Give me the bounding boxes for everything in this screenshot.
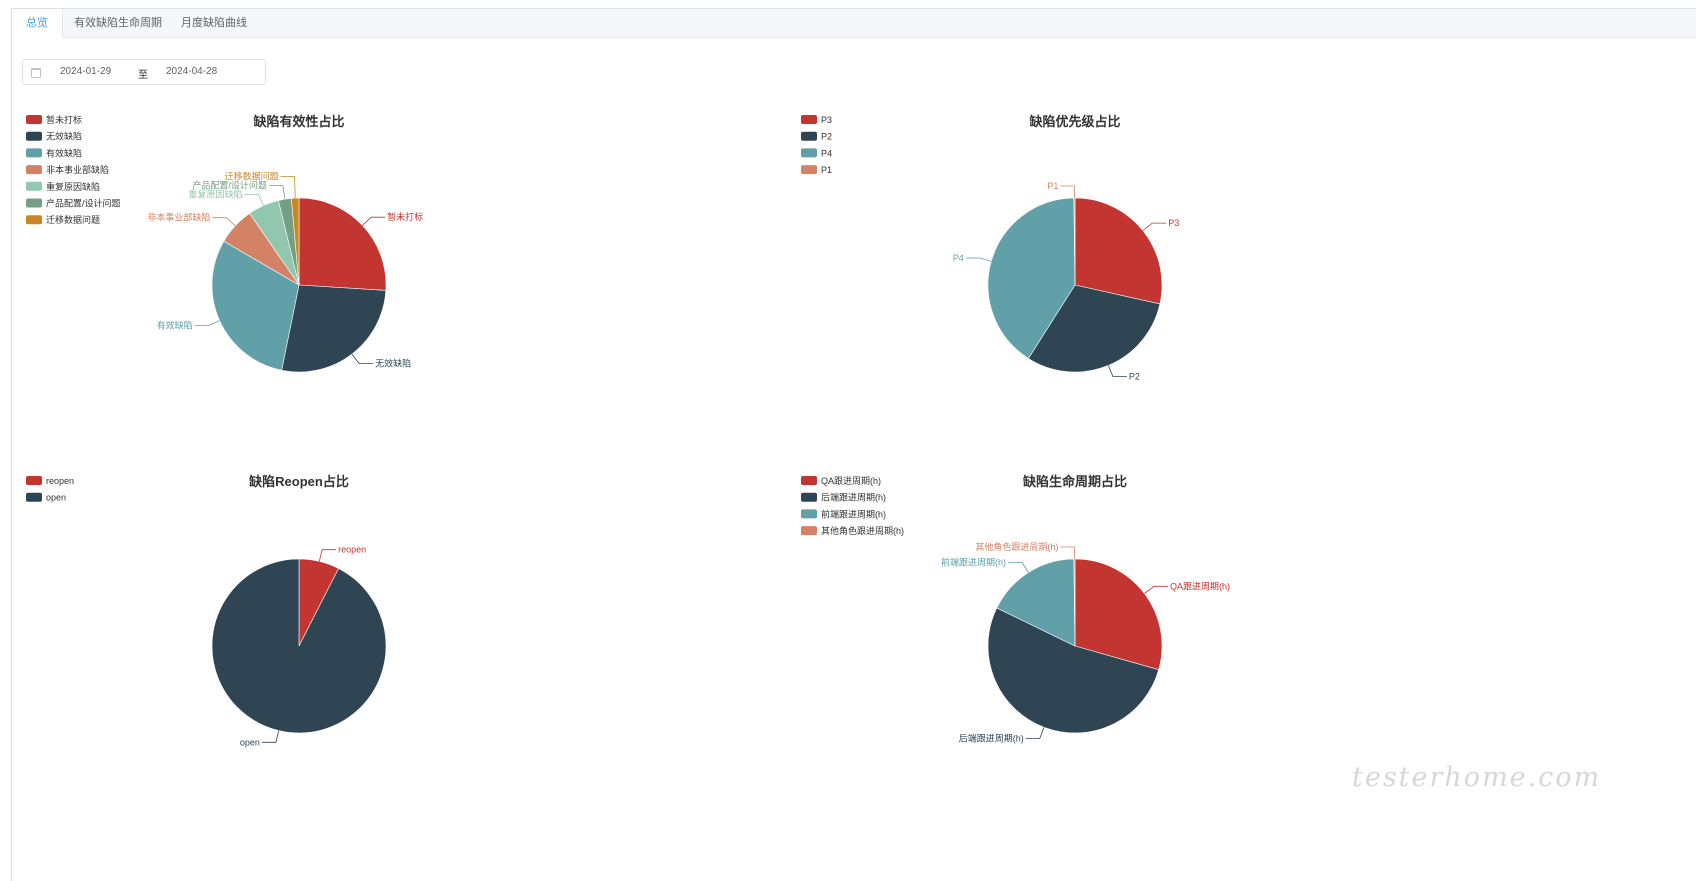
label-line (1107, 365, 1127, 377)
pie-chart-1: 缺陷优先级占比 P3 P2 P4 P1 P3 P2 P4 P1 (801, 114, 1179, 381)
date-range-picker[interactable]: 2024-01-29 至 2024-04-28 (22, 59, 266, 85)
label-line (194, 320, 220, 326)
legend-swatch[interactable] (26, 492, 42, 502)
legend-swatch[interactable] (801, 131, 817, 141)
pie-slice[interactable] (211, 240, 300, 371)
legend-swatch[interactable] (801, 476, 817, 485)
label-line (318, 549, 337, 562)
label-line (1060, 546, 1075, 560)
label-line (1008, 562, 1029, 573)
slice-label: P3 (1168, 218, 1179, 228)
slice-label: QA跟进周期(h) (1170, 581, 1230, 591)
legend-swatch[interactable] (26, 165, 42, 175)
legend-swatch[interactable] (26, 181, 42, 191)
legend-label[interactable]: 前端跟进周期(h) (821, 508, 886, 519)
pie-slice[interactable] (987, 197, 1076, 359)
pie-chart-3: 缺陷生命周期占比 QA跟进周期(h) 后端跟进周期(h) 前端跟进周期(h) 其他角色跟… (801, 474, 1230, 743)
slice-label: reopen (338, 545, 366, 555)
legend-label[interactable]: P2 (821, 132, 832, 142)
legend-label[interactable]: P3 (821, 115, 832, 125)
legend-swatch[interactable] (26, 198, 42, 208)
legend-label[interactable]: open (46, 493, 66, 503)
slice-label: 其他角色跟进周期(h) (975, 541, 1058, 552)
date-range-separator: 至 (138, 70, 148, 81)
slice-label: P1 (1047, 181, 1058, 191)
legend-label[interactable]: 产品配置/设计问题 (46, 198, 121, 209)
legend-label[interactable]: P1 (821, 165, 832, 175)
slice-label: open (240, 737, 260, 747)
end-date-input[interactable]: 2024-04-28 (166, 66, 218, 77)
chart-title: 缺陷生命周期占比 (1022, 474, 1127, 489)
slice-label: P2 (1129, 371, 1140, 381)
pie-slice[interactable] (281, 284, 387, 373)
legend-label[interactable]: 有效缺陷 (46, 147, 82, 158)
chart-title: 缺陷有效性占比 (252, 114, 344, 129)
slice-label: 无效缺陷 (375, 358, 411, 369)
legend-label[interactable]: QA跟进周期(h) (821, 476, 881, 486)
pie-slice[interactable] (1074, 558, 1163, 671)
watermark: testerhome.com (1352, 762, 1602, 793)
label-line (212, 217, 236, 227)
label-line (1025, 727, 1045, 739)
legend-label[interactable]: reopen (46, 476, 74, 486)
legend-label[interactable]: 暂未打标 (46, 114, 82, 125)
tab-overview[interactable]: 总览 (12, 9, 63, 38)
legend-label[interactable]: 迁移数据问题 (46, 214, 100, 225)
legend-label[interactable]: P4 (821, 148, 832, 158)
pie-slice[interactable] (1073, 197, 1076, 286)
pie-chart-2: 缺陷Reopen占比 reopen open reopen open (26, 474, 387, 747)
label-line (280, 176, 296, 199)
label-line (965, 257, 992, 262)
legend-label[interactable]: 重复原因缺陷 (46, 181, 100, 192)
slice-label: 非本事业部缺陷 (147, 212, 210, 223)
label-line (1142, 222, 1167, 231)
slice-label: 重复原因缺陷 (189, 189, 243, 200)
legend-swatch[interactable] (801, 526, 817, 536)
tab-bar: 总览 有效缺陷生命周期 月度缺陷曲线 (12, 9, 1696, 38)
legend-swatch[interactable] (801, 492, 817, 502)
chart-title: 缺陷优先级占比 (1028, 114, 1120, 129)
slice-label: 后端跟进周期(h) (959, 732, 1024, 743)
legend-swatch[interactable] (26, 476, 42, 485)
slice-label: 产品配置/设计问题 (192, 180, 267, 191)
slice-label: P4 (953, 253, 964, 263)
calendar-icon (31, 68, 41, 78)
legend-swatch[interactable] (801, 148, 817, 158)
label-line (268, 185, 286, 200)
label-line (244, 194, 264, 206)
pie-slice[interactable] (1074, 197, 1163, 305)
legend-swatch[interactable] (801, 509, 817, 519)
label-line (362, 216, 386, 226)
chart-title: 缺陷Reopen占比 (248, 474, 349, 489)
legend-label[interactable]: 后端跟进周期(h) (821, 492, 886, 503)
label-line (1144, 585, 1168, 594)
label-line (1060, 185, 1075, 199)
legend-swatch[interactable] (801, 165, 817, 175)
legend-label[interactable]: 非本事业部缺陷 (46, 164, 109, 175)
legend-label[interactable]: 其他角色跟进周期(h) (821, 525, 904, 536)
pie-slice[interactable] (987, 607, 1160, 734)
legend-label[interactable]: 无效缺陷 (46, 131, 82, 142)
dashboard-panel: 总览 有效缺陷生命周期 月度缺陷曲线 (11, 8, 1696, 881)
start-date-input[interactable]: 2024-01-29 (60, 66, 112, 77)
pie-slice[interactable] (1073, 558, 1076, 647)
slice-label: 有效缺陷 (157, 319, 193, 330)
pie-chart-0: 缺陷有效性占比暂未打标无效缺陷有效缺陷非本事业部缺陷重复原因缺陷产品配置/设计问… (26, 114, 423, 373)
legend-swatch[interactable] (26, 215, 42, 225)
slice-label: 前端跟进周期(h) (941, 556, 1006, 567)
pie-slice[interactable] (211, 558, 387, 734)
legend-swatch[interactable] (26, 148, 42, 158)
pie-slice[interactable] (996, 558, 1076, 647)
legend-swatch[interactable] (26, 131, 42, 141)
slice-label: 迁移数据问题 (225, 171, 279, 182)
legend-swatch[interactable] (801, 115, 817, 124)
legend-swatch[interactable] (26, 115, 42, 124)
label-line (351, 353, 374, 365)
tab-effective-defect-lifecycle[interactable]: 有效缺陷生命周期 (74, 17, 162, 29)
tab-monthly-defect-curve[interactable]: 月度缺陷曲线 (181, 17, 247, 29)
label-line (261, 730, 280, 743)
pie-slice[interactable] (298, 197, 387, 291)
slice-label: 暂未打标 (387, 211, 423, 222)
